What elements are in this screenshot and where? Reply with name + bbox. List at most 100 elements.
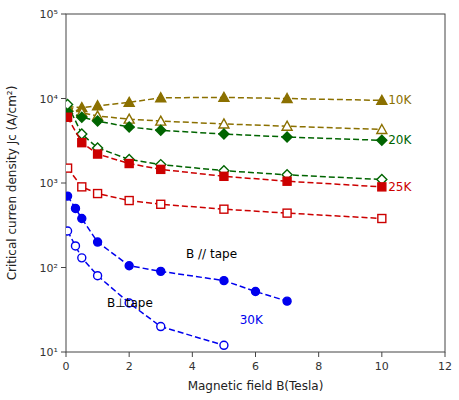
point xyxy=(378,183,386,191)
point xyxy=(220,277,228,285)
point xyxy=(94,150,102,158)
point xyxy=(125,160,133,168)
series xyxy=(66,113,386,191)
point xyxy=(220,172,228,180)
x-tick-label: 10 xyxy=(375,360,389,373)
y-tick-label: 10¹ xyxy=(40,346,58,359)
annotation: 20K xyxy=(388,133,412,147)
point xyxy=(283,297,291,305)
point xyxy=(219,129,229,139)
point xyxy=(78,139,86,147)
series-line xyxy=(68,112,382,141)
x-axis-label: Magnetic field B(Tesla) xyxy=(188,379,324,393)
y-tick xyxy=(61,98,66,99)
y-tick xyxy=(61,267,66,268)
point xyxy=(78,215,86,223)
series-line xyxy=(68,107,382,130)
point xyxy=(378,215,386,223)
point xyxy=(94,190,102,198)
point xyxy=(66,164,72,172)
plot-frame xyxy=(66,14,445,352)
point xyxy=(377,124,387,133)
x-tick xyxy=(129,352,130,357)
series-line xyxy=(68,104,382,179)
series xyxy=(66,164,386,222)
point xyxy=(93,101,103,110)
point xyxy=(156,116,166,125)
axes: 0 2 4 6 8 10 12 10¹ 10² 10³ 10⁴ 10⁵ xyxy=(40,8,452,373)
y-axis-label: Critical curren density Jc (A/cm²) xyxy=(5,86,19,281)
plot-area xyxy=(66,92,387,349)
y-tick-label: 10² xyxy=(40,262,58,275)
point xyxy=(156,125,166,135)
series xyxy=(66,99,387,184)
x-tick xyxy=(66,352,67,357)
series xyxy=(66,227,228,349)
annotation: B // tape xyxy=(186,247,237,261)
point xyxy=(157,200,165,208)
point xyxy=(282,132,292,142)
series xyxy=(66,92,387,111)
point xyxy=(282,121,292,130)
point xyxy=(377,135,387,145)
x-tick xyxy=(381,352,382,357)
point xyxy=(94,272,102,280)
point xyxy=(283,209,291,217)
x-tick xyxy=(192,352,193,357)
x-tick-label: 4 xyxy=(189,360,196,373)
point xyxy=(283,177,291,185)
annotation: 25K xyxy=(388,180,412,194)
series-line xyxy=(68,117,382,187)
series xyxy=(66,102,387,134)
point xyxy=(66,113,72,121)
point xyxy=(220,205,228,213)
series-line xyxy=(68,168,382,218)
point xyxy=(125,262,133,270)
point xyxy=(71,242,79,250)
chart: 0 2 4 6 8 10 12 10¹ 10² 10³ 10⁴ 10⁵ Magnetic field B… xyxy=(0,0,459,400)
x-tick xyxy=(318,352,319,357)
x-tick-label: 2 xyxy=(126,360,133,373)
x-tick xyxy=(255,352,256,357)
x-tick-label: 8 xyxy=(315,360,322,373)
y-tick xyxy=(61,352,66,353)
series xyxy=(66,192,291,305)
point xyxy=(157,267,165,275)
point xyxy=(282,94,292,103)
series-line xyxy=(68,196,288,301)
point xyxy=(377,95,387,104)
point xyxy=(78,254,86,262)
annotation: 10K xyxy=(388,93,412,107)
point xyxy=(71,204,79,212)
point xyxy=(157,165,165,173)
y-tick xyxy=(61,183,66,184)
point xyxy=(219,119,229,128)
y-tick-label: 10⁴ xyxy=(40,93,59,106)
point xyxy=(66,192,72,200)
point xyxy=(125,197,133,205)
x-tick xyxy=(445,352,446,357)
y-tick-label: 10³ xyxy=(40,177,58,190)
point xyxy=(78,183,86,191)
point xyxy=(124,97,134,106)
x-tick-label: 6 xyxy=(252,360,259,373)
annotation: 30K xyxy=(240,313,264,327)
x-tick-label: 0 xyxy=(63,360,70,373)
x-tick-label: 12 xyxy=(438,360,452,373)
series xyxy=(66,107,387,146)
point xyxy=(66,99,73,109)
point xyxy=(220,341,228,349)
point xyxy=(66,227,72,235)
point xyxy=(93,116,103,126)
y-tick xyxy=(61,14,66,15)
annotation: B⊥tape xyxy=(107,296,153,310)
point xyxy=(219,92,229,101)
point xyxy=(124,122,134,132)
point xyxy=(252,287,260,295)
annotations: 10K 20K 25K 30K B // tape B⊥tape xyxy=(107,93,412,326)
point xyxy=(94,238,102,246)
y-tick-label: 10⁵ xyxy=(40,8,58,21)
point xyxy=(77,112,87,122)
point xyxy=(157,323,165,331)
point xyxy=(156,93,166,102)
